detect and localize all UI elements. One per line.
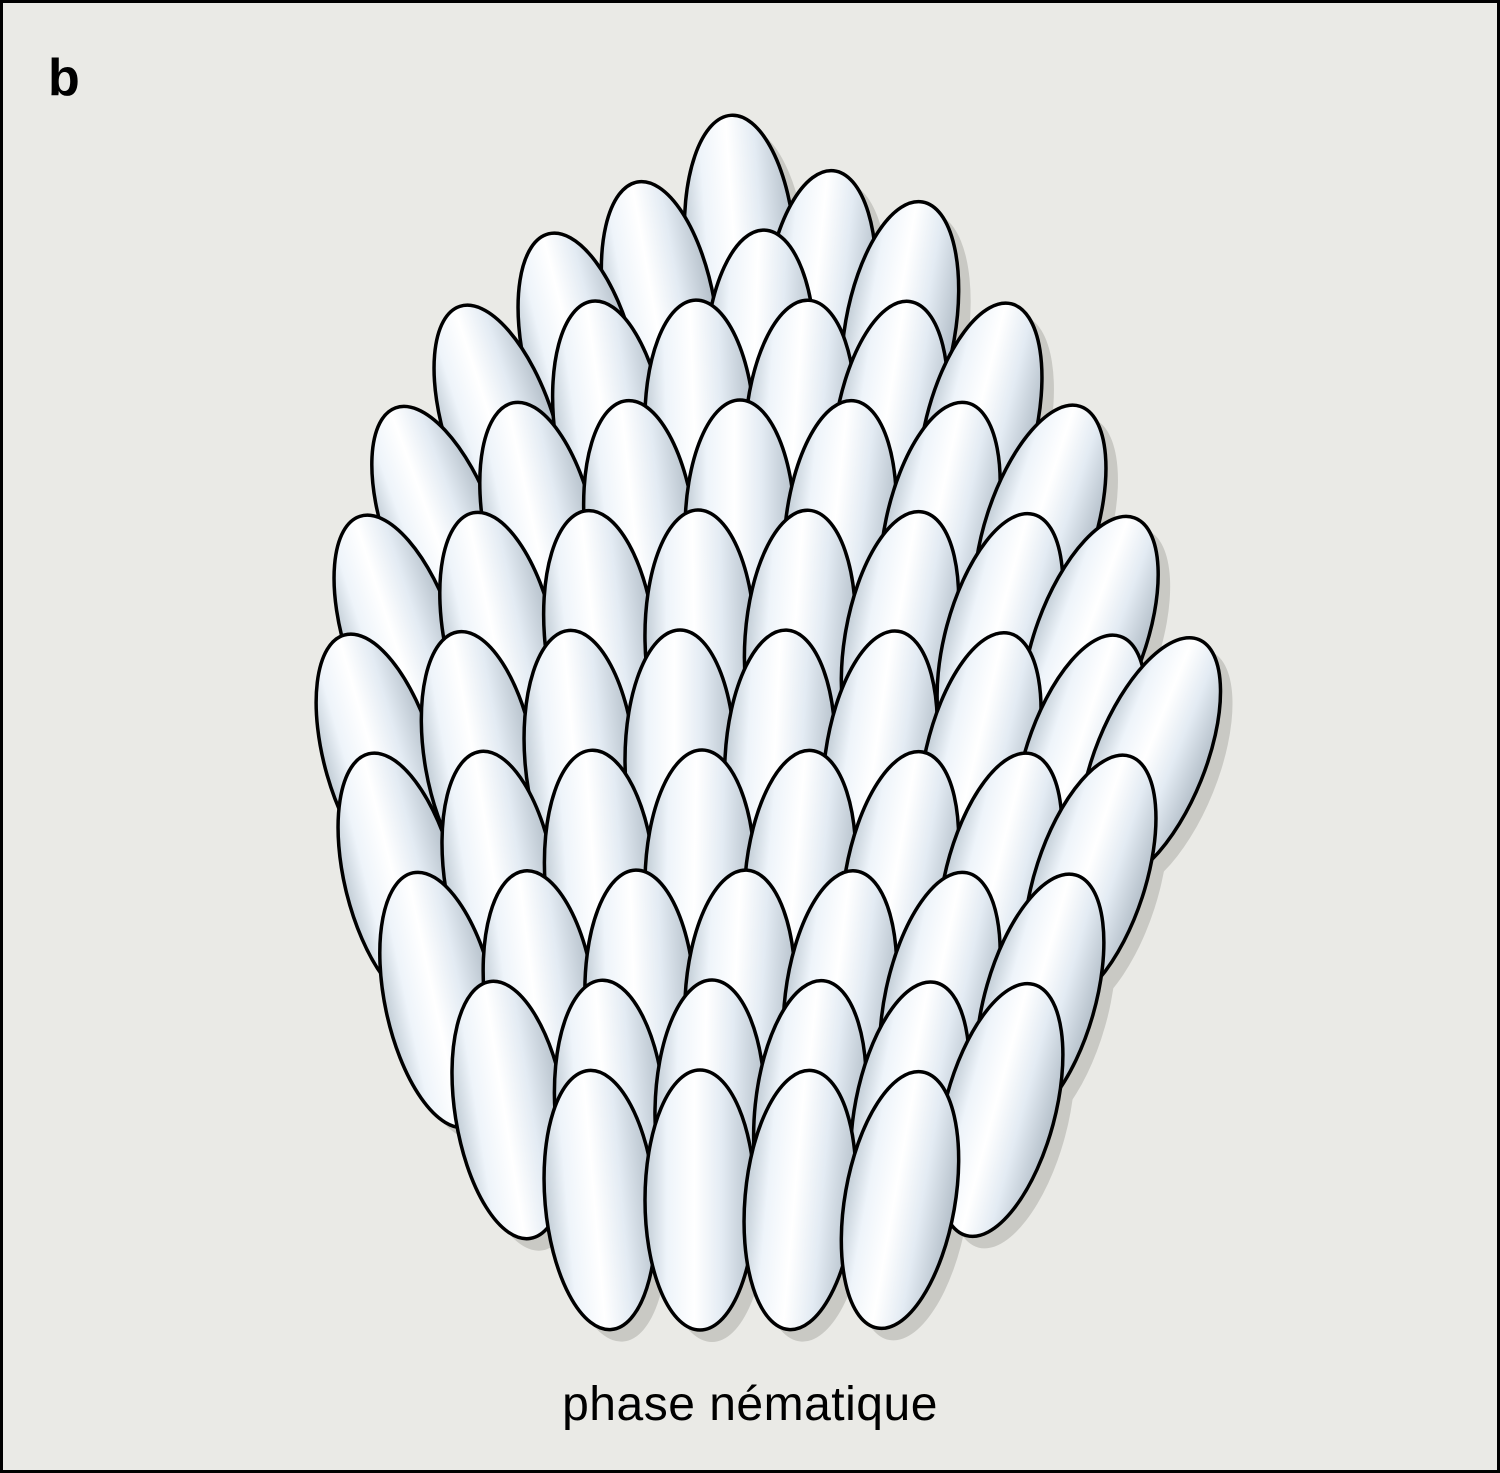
- panel-label: b: [48, 49, 80, 107]
- molecule-ellipse: [645, 1070, 755, 1330]
- figure-frame: b phase nématique: [0, 0, 1500, 1473]
- diagram-svg: b phase nématique: [0, 0, 1500, 1473]
- caption: phase nématique: [562, 1378, 938, 1431]
